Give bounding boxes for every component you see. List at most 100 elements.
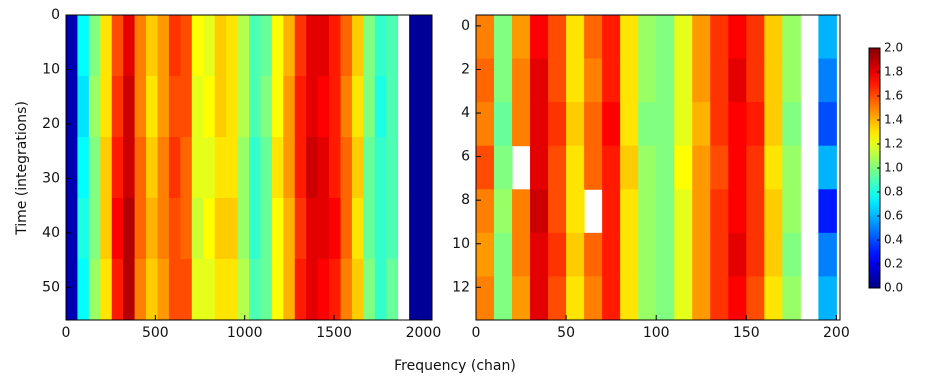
heatmap-cell bbox=[530, 189, 549, 234]
heatmap-cell bbox=[157, 198, 170, 260]
heatmap-cell bbox=[548, 145, 567, 190]
heatmap-cell bbox=[77, 137, 90, 199]
heatmap-cell bbox=[317, 198, 330, 260]
heatmap-cell bbox=[363, 198, 376, 260]
heatmap-cell bbox=[260, 137, 273, 199]
heatmap-cell bbox=[226, 15, 239, 77]
colorbar-tick-label: 1.2 bbox=[884, 137, 903, 151]
heatmap-cell bbox=[656, 102, 675, 147]
heatmap-cell bbox=[214, 198, 227, 260]
heatmap-cell bbox=[88, 198, 101, 260]
heatmap-cell bbox=[548, 189, 567, 234]
heatmap-cell bbox=[203, 198, 216, 260]
heatmap-cell bbox=[494, 102, 513, 147]
heatmap-cell bbox=[214, 137, 227, 199]
heatmap-cell bbox=[283, 76, 296, 138]
heatmap-cell bbox=[77, 15, 90, 77]
heatmap-cell bbox=[226, 259, 239, 321]
heatmap-cell bbox=[123, 259, 136, 321]
heatmap-cell bbox=[692, 276, 711, 321]
heatmap-cell bbox=[548, 276, 567, 321]
heatmap-cell bbox=[66, 76, 78, 138]
heatmap-cell bbox=[260, 76, 273, 138]
heatmap-cell bbox=[100, 76, 113, 138]
heatmap-cell bbox=[746, 15, 765, 60]
heatmap-cell bbox=[746, 145, 765, 190]
heatmap-cell bbox=[548, 58, 567, 103]
heatmap-cell bbox=[237, 198, 250, 260]
plot-frame bbox=[65, 14, 433, 321]
heatmap-cell bbox=[386, 198, 399, 260]
heatmap-cell bbox=[123, 76, 136, 138]
heatmap-cell bbox=[386, 259, 399, 321]
heatmap-cell bbox=[306, 259, 319, 321]
heatmap-cell bbox=[476, 145, 495, 190]
heatmap-cell bbox=[146, 198, 158, 260]
heatmap-cell bbox=[782, 15, 801, 60]
colorbar-tick-label: 0.0 bbox=[884, 281, 903, 295]
heatmap-cell bbox=[226, 198, 239, 260]
y-tick-label: 10 bbox=[452, 236, 470, 252]
heatmap-cell bbox=[294, 137, 307, 199]
heatmap-cell bbox=[710, 232, 729, 277]
x-tick-label: 2000 bbox=[406, 325, 442, 341]
heatmap-cell bbox=[566, 145, 585, 190]
heatmap-cell bbox=[111, 15, 124, 77]
x-tick-label: 1500 bbox=[316, 325, 352, 341]
heatmap-cell bbox=[111, 259, 124, 321]
colorbar-tick-label: 1.4 bbox=[884, 113, 903, 127]
y-tick-label: 4 bbox=[461, 105, 470, 121]
heatmap-cell bbox=[271, 259, 284, 321]
heatmap-cell bbox=[294, 15, 307, 77]
heatmap-cell bbox=[710, 189, 729, 234]
heatmap-cell bbox=[134, 76, 147, 138]
heatmap-cell bbox=[746, 102, 765, 147]
x-tick-label: 500 bbox=[142, 325, 169, 341]
heatmap-cell bbox=[374, 259, 387, 321]
heatmap-cell bbox=[77, 198, 90, 260]
heatmap-cell bbox=[363, 15, 376, 77]
heatmap-cell bbox=[237, 137, 250, 199]
x-tick-label: 50 bbox=[557, 325, 575, 341]
heatmap-cell bbox=[340, 15, 353, 77]
heatmap-cell bbox=[584, 15, 603, 60]
heatmap-cell bbox=[409, 76, 422, 138]
heatmap-cell bbox=[123, 198, 136, 260]
heatmap-cell bbox=[168, 259, 181, 321]
heatmap-cell bbox=[317, 259, 330, 321]
heatmap-cell bbox=[168, 198, 181, 260]
colorbar-tick-label: 0.6 bbox=[884, 209, 903, 223]
heatmap-cell bbox=[764, 15, 783, 60]
heatmap-cell bbox=[180, 76, 193, 138]
heatmap-cell bbox=[782, 58, 801, 103]
heatmap-cell bbox=[710, 102, 729, 147]
heatmap-cell bbox=[123, 15, 136, 77]
heatmap-cell bbox=[818, 276, 837, 321]
heatmap-cell bbox=[420, 15, 433, 77]
heatmap-cell bbox=[134, 137, 147, 199]
heatmap-cell bbox=[88, 137, 101, 199]
heatmap-cell bbox=[409, 15, 422, 77]
heatmap-cell bbox=[317, 137, 330, 199]
heatmap-cell bbox=[88, 259, 101, 321]
heatmap-cell bbox=[728, 102, 747, 147]
heatmap-cell bbox=[203, 137, 216, 199]
heatmap-cell bbox=[351, 15, 364, 77]
heatmap-cell bbox=[818, 145, 837, 190]
heatmap-cell bbox=[530, 102, 549, 147]
heatmap-cell bbox=[782, 276, 801, 321]
heatmap-cell bbox=[512, 15, 531, 60]
heatmap-cell bbox=[214, 259, 227, 321]
heatmap-cell bbox=[638, 189, 657, 234]
heatmap-cell bbox=[88, 76, 101, 138]
heatmap-cell bbox=[271, 137, 284, 199]
heatmap-cell bbox=[512, 276, 531, 321]
heatmap-cell bbox=[548, 15, 567, 60]
heatmap-cell bbox=[237, 15, 250, 77]
x-tick-label: 150 bbox=[733, 325, 760, 341]
heatmap-cell bbox=[638, 102, 657, 147]
y-tick-label: 8 bbox=[461, 192, 470, 208]
plot-frame bbox=[475, 14, 841, 321]
heatmap-cell bbox=[340, 76, 353, 138]
